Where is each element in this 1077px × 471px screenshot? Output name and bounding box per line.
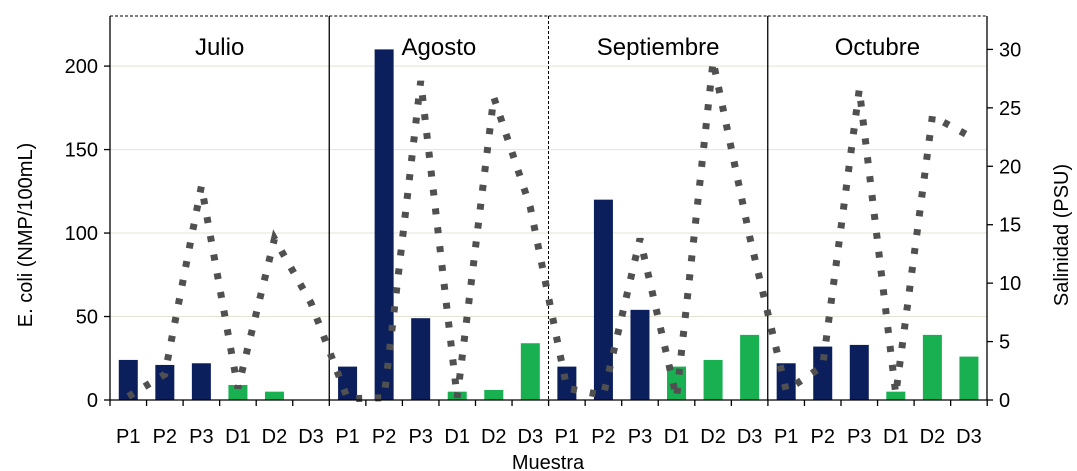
month-title: Septiembre: [597, 34, 720, 61]
bar-ecoli: [264, 391, 284, 400]
salinity-series: [126, 60, 971, 403]
bar-ecoli: [411, 318, 431, 400]
y-tick-label: 0: [87, 390, 98, 412]
x-tick-label: D3: [298, 426, 324, 448]
x-axis-label: Muestra: [512, 452, 585, 471]
y2-tick-label: 0: [999, 390, 1010, 412]
x-tick-label: P2: [372, 426, 396, 448]
y2-axis-label: Salinidad (PSU): [1051, 164, 1073, 306]
axes: [104, 16, 993, 406]
y-axis-label: E. coli (NMP/100mL): [15, 143, 37, 328]
x-tick-label: P1: [555, 426, 579, 448]
y-tick-label: 200: [65, 56, 98, 78]
y-tick-label: 50: [76, 307, 98, 329]
x-tick-label: D1: [664, 426, 690, 448]
y-tick-label: 150: [65, 140, 98, 162]
month-panels: [109, 15, 988, 400]
labels: Julio Agosto Septiembre Octubre050100150200…: [65, 34, 1022, 448]
y-tick-label: 100: [65, 223, 98, 245]
month-title: Julio: [195, 34, 244, 61]
bar-ecoli: [374, 49, 394, 401]
y2-tick-label: 20: [999, 156, 1021, 178]
x-tick-label: P1: [116, 426, 140, 448]
bar-ecoli: [118, 359, 138, 400]
x-tick-label: P2: [810, 426, 834, 448]
x-tick-label: P2: [591, 426, 615, 448]
x-tick-label: D1: [444, 426, 470, 448]
y2-tick-label: 10: [999, 273, 1021, 295]
bar-ecoli: [886, 391, 906, 400]
x-tick-label: D1: [883, 426, 909, 448]
x-tick-label: D3: [956, 426, 982, 448]
x-tick-label: P3: [408, 426, 432, 448]
month-title: Agosto: [402, 34, 477, 61]
x-tick-label: P3: [847, 426, 871, 448]
bar-ecoli: [520, 343, 540, 400]
x-tick-label: P1: [335, 426, 359, 448]
x-tick-label: D2: [262, 426, 288, 448]
y2-tick-label: 30: [999, 39, 1021, 61]
x-tick-label: P3: [189, 426, 213, 448]
bar-ecoli: [155, 364, 175, 400]
y2-tick-label: 5: [999, 332, 1010, 354]
month-title: Octubre: [835, 34, 920, 61]
x-tick-label: D1: [225, 426, 251, 448]
bar-ecoli: [557, 366, 577, 400]
x-tick-label: P1: [774, 426, 798, 448]
bar-ecoli: [849, 344, 869, 400]
y2-tick-label: 25: [999, 98, 1021, 120]
x-tick-label: D2: [481, 426, 507, 448]
x-tick-label: P2: [153, 426, 177, 448]
bar-ecoli: [813, 346, 833, 400]
bar-ecoli: [922, 334, 942, 400]
bar-ecoli: [740, 334, 760, 400]
salinity-line: [126, 60, 971, 403]
y2-tick-label: 15: [999, 215, 1021, 237]
x-tick-label: D2: [700, 426, 726, 448]
bar-ecoli: [776, 363, 796, 400]
bar-ecoli: [593, 199, 613, 400]
x-tick-label: D3: [737, 426, 763, 448]
bar-ecoli: [703, 359, 723, 400]
bar-ecoli: [630, 309, 650, 400]
x-tick-label: P3: [628, 426, 652, 448]
bar-ecoli: [191, 363, 211, 400]
bar-ecoli: [228, 384, 248, 400]
bar-ecoli: [959, 356, 979, 400]
x-tick-label: D3: [518, 426, 544, 448]
bar-ecoli: [484, 389, 504, 400]
x-tick-label: D2: [920, 426, 946, 448]
